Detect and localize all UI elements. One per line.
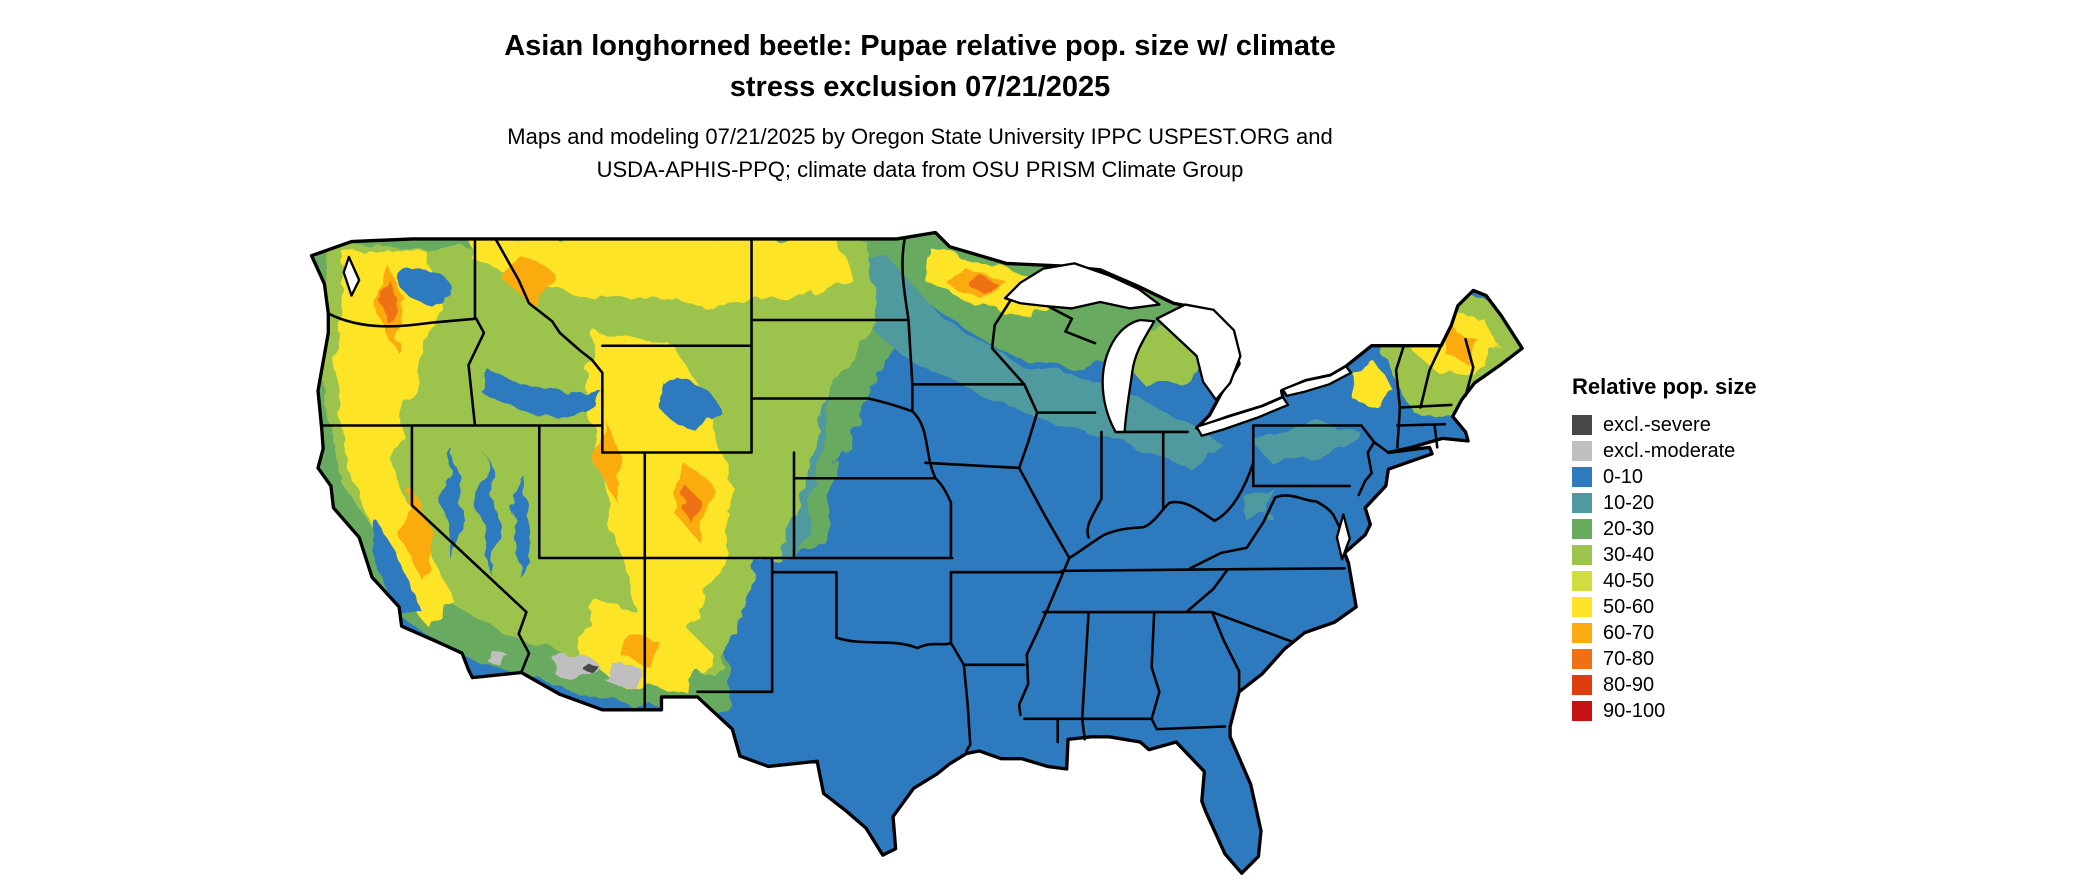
legend-row: excl.-severe	[1572, 412, 1872, 438]
state-borders	[320, 237, 1475, 753]
state-borders-west	[320, 237, 1227, 753]
puget-sound	[342, 255, 361, 297]
legend-row: 20-30	[1572, 516, 1872, 542]
legend-swatch-30-40	[1572, 545, 1592, 565]
legend-row: 10-20	[1572, 490, 1872, 516]
legend-swatch-10-20	[1572, 493, 1592, 513]
lake-erie	[1195, 396, 1290, 437]
legend-row: 0-10	[1572, 464, 1872, 490]
legend-label: 10-20	[1603, 492, 1655, 514]
legend-row: 70-80	[1572, 646, 1872, 672]
map-title-line1: Asian longhorned beetle: Pupae relative …	[504, 30, 1336, 62]
legend-label: 60-70	[1603, 622, 1655, 644]
map-subtitle-line2: USDA-APHIS-PPQ; climate data from OSU PR…	[596, 157, 1244, 182]
legend-row: 60-70	[1572, 620, 1872, 646]
legend-swatch-70-80	[1572, 649, 1592, 669]
lake-michigan	[1101, 318, 1156, 434]
legend-swatch-80-90	[1572, 675, 1592, 695]
legend: Relative pop. size excl.-severe excl.-mo…	[1572, 374, 1872, 724]
legend-swatch-20-30	[1572, 519, 1592, 539]
state-borders-midwest	[990, 291, 1346, 741]
legend-swatch-excl-severe	[1572, 415, 1592, 435]
legend-label: 30-40	[1603, 544, 1655, 566]
legend-row: 30-40	[1572, 542, 1872, 568]
state-borders-northeast	[1188, 338, 1475, 570]
legend-label: excl.-severe	[1603, 414, 1711, 436]
lake-huron	[1155, 303, 1242, 401]
us-map	[309, 230, 1524, 875]
legend-label: 70-80	[1603, 648, 1655, 670]
legend-row: 80-90	[1572, 672, 1872, 698]
legend-label: 80-90	[1603, 674, 1655, 696]
legend-label: 90-100	[1603, 700, 1666, 722]
legend-title: Relative pop. size	[1572, 374, 1757, 399]
map-subtitle-line1: Maps and modeling 07/21/2025 by Oregon S…	[507, 124, 1333, 149]
legend-swatch-60-70	[1572, 623, 1592, 643]
great-lakes	[342, 255, 1353, 561]
map-subtitle: Maps and modeling 07/21/2025 by Oregon S…	[270, 120, 1570, 186]
legend-label: 50-60	[1603, 596, 1655, 618]
lake-ontario	[1281, 365, 1353, 398]
legend-row: 40-50	[1572, 568, 1872, 594]
map-title-line2: stress exclusion 07/21/2025	[729, 71, 1111, 103]
legend-swatch-0-10	[1572, 467, 1592, 487]
legend-row: excl.-moderate	[1572, 438, 1872, 464]
legend-row: 50-60	[1572, 594, 1872, 620]
map-title: Asian longhorned beetle: Pupae relative …	[270, 26, 1570, 108]
legend-row: 90-100	[1572, 698, 1872, 724]
us-map-container	[300, 228, 1535, 888]
legend-swatch-40-50	[1572, 571, 1592, 591]
chesapeake-bay	[1335, 513, 1351, 561]
legend-swatch-50-60	[1572, 597, 1592, 617]
legend-swatch-90-100	[1572, 701, 1592, 721]
legend-items: excl.-severe excl.-moderate 0-10 10-20 2…	[1572, 412, 1872, 724]
legend-label: 20-30	[1603, 518, 1655, 540]
legend-label: excl.-moderate	[1603, 440, 1736, 462]
legend-label: 0-10	[1603, 466, 1644, 488]
lake-superior	[1003, 262, 1161, 310]
legend-label: 40-50	[1603, 570, 1655, 592]
legend-swatch-excl-moderate	[1572, 441, 1592, 461]
